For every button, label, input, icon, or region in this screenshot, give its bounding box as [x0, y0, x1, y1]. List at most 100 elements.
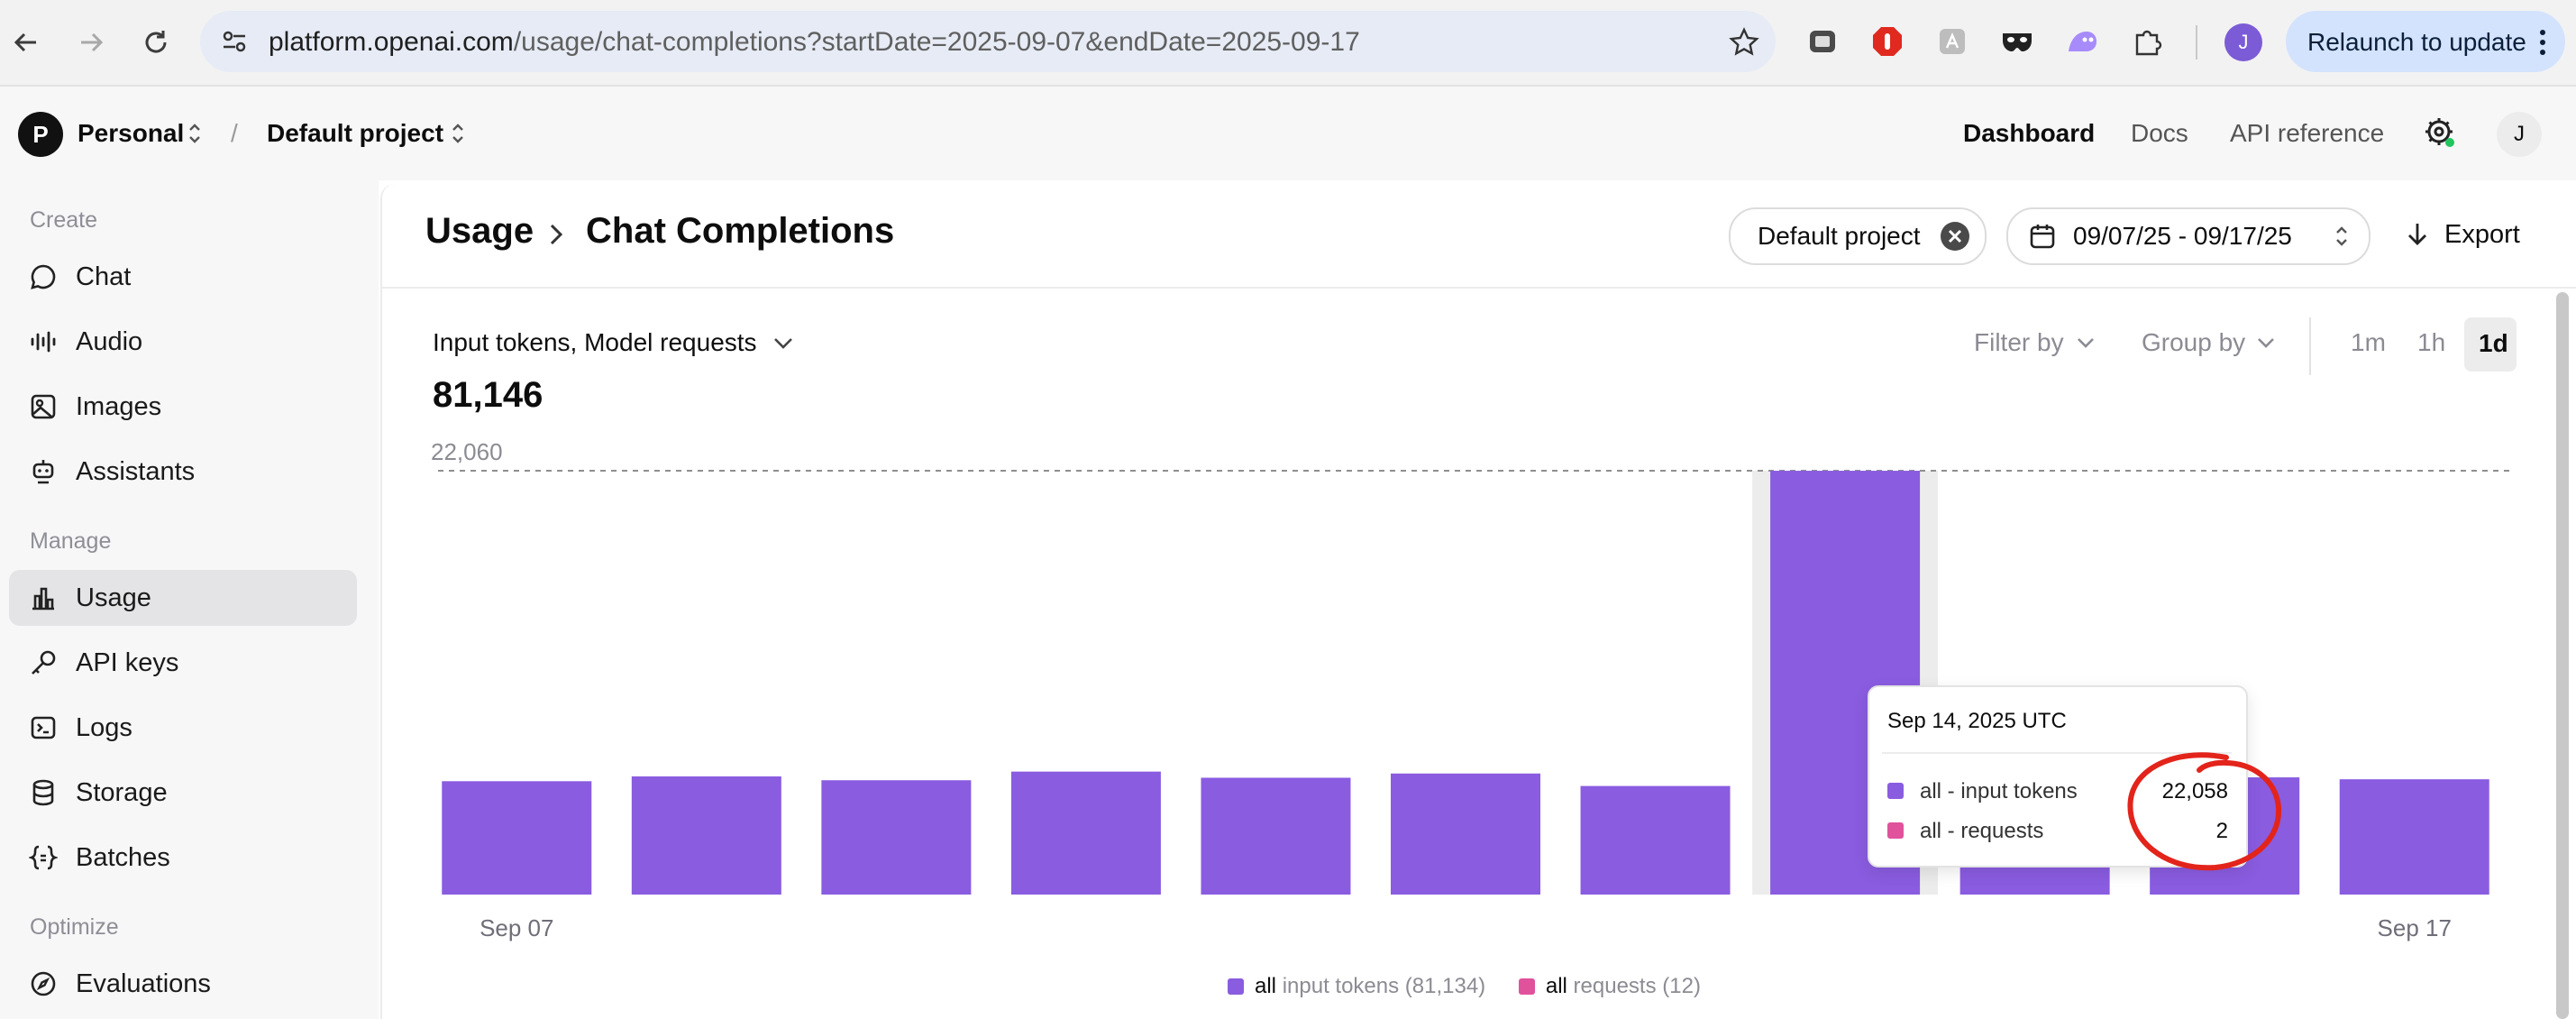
- site-info-icon[interactable]: [220, 27, 249, 56]
- org-switcher[interactable]: Personal: [78, 119, 184, 148]
- nav-api-reference[interactable]: API reference: [2230, 119, 2385, 147]
- extension-translate[interactable]: [1932, 22, 1972, 61]
- page-header: Usage Chat Completions Default project 0…: [382, 184, 2576, 289]
- chart-tooltip: Sep 14, 2025 UTC all - input tokens 22,0…: [1868, 685, 2248, 868]
- chart-bar[interactable]: [1010, 771, 1161, 895]
- date-range-picker[interactable]: 09/07/25 - 09/17/25: [2006, 207, 2370, 265]
- forward-button[interactable]: [70, 22, 112, 63]
- chart-legend: all input tokens (81,134) all requests (…: [1228, 974, 1701, 999]
- tooltip-row-value: 22,058: [2161, 779, 2228, 803]
- more-vertical-icon: [2540, 30, 2545, 55]
- extension-ghost[interactable]: [2062, 22, 2102, 61]
- sidebar-item-chat[interactable]: Chat: [9, 249, 357, 305]
- org-avatar[interactable]: P: [18, 112, 63, 157]
- extension-mask[interactable]: [1997, 22, 2037, 61]
- nav-docs[interactable]: Docs: [2131, 119, 2188, 147]
- sidebar-item-logs[interactable]: Logs: [9, 700, 357, 756]
- annotation-circle: [2127, 752, 2282, 871]
- sidebar-item-batches[interactable]: Batches: [9, 830, 357, 886]
- chart-bar[interactable]: [1201, 777, 1351, 895]
- nav-dashboard[interactable]: Dashboard: [1963, 119, 2096, 147]
- granularity-1d[interactable]: 1d: [2464, 317, 2517, 372]
- section-create: Create: [30, 207, 98, 233]
- bookmark-star-icon[interactable]: [1729, 27, 1759, 58]
- chevron-down-icon[interactable]: [773, 337, 793, 350]
- ghost-icon: [2069, 32, 2096, 51]
- profile-avatar[interactable]: J: [2224, 23, 2262, 61]
- chevron-right-icon: [550, 224, 563, 245]
- legend-swatch: [1228, 978, 1244, 995]
- sidebar-item-api-keys[interactable]: API keys: [9, 635, 357, 691]
- group-by-dropdown[interactable]: Group by: [2142, 328, 2245, 357]
- sidebar-item-label: API keys: [76, 648, 179, 677]
- main-scrollbar[interactable]: [2556, 292, 2569, 1019]
- extension-adblock[interactable]: [1868, 22, 1907, 61]
- project-filter-chip[interactable]: Default project: [1729, 207, 1987, 265]
- header-separator: /: [231, 119, 238, 147]
- granularity-1m[interactable]: 1m: [2351, 328, 2386, 356]
- chevron-updown-icon: [2336, 226, 2347, 246]
- address-bar[interactable]: platform.openai.com/usage/chat-completio…: [200, 11, 1776, 72]
- tooltip-row-value: 2: [2215, 819, 2228, 843]
- section-optimize: Optimize: [30, 914, 119, 940]
- toolbar-divider: [2196, 25, 2197, 60]
- sidebar-item-label: Assistants: [76, 457, 196, 486]
- reload-icon: [145, 31, 167, 53]
- sidebar-item-label: Storage: [76, 778, 168, 807]
- sidebar-item-images[interactable]: Images: [9, 379, 357, 435]
- sidebar: Create Chat Audio Images Assistants Mana…: [0, 180, 379, 1019]
- chevron-down-icon[interactable]: [2077, 337, 2095, 349]
- granularity-1h[interactable]: 1h: [2417, 328, 2446, 356]
- reload-button[interactable]: [135, 22, 177, 63]
- clear-filter-icon[interactable]: [1940, 221, 1970, 252]
- chart-bar[interactable]: [1391, 773, 1540, 895]
- legend-item-input-tokens[interactable]: all input tokens (81,134): [1228, 974, 1492, 998]
- chart-bar[interactable]: [442, 781, 592, 895]
- tooltip-row-label: all - requests: [1920, 819, 2044, 843]
- url-path: /usage/chat-completions?startDate=2025-0…: [513, 27, 1360, 57]
- sidebar-item-audio[interactable]: Audio: [9, 314, 357, 370]
- filter-by-dropdown[interactable]: Filter by: [1974, 328, 2064, 357]
- user-avatar[interactable]: J: [2497, 112, 2542, 157]
- x-axis-tick-label: Sep 07: [480, 914, 553, 941]
- sidebar-item-storage[interactable]: Storage: [9, 765, 357, 821]
- page-title: Chat Completions: [586, 211, 895, 251]
- sidebar-item-usage[interactable]: Usage: [9, 570, 357, 626]
- chevron-updown-icon[interactable]: [187, 121, 202, 146]
- extensions-button[interactable]: [2127, 22, 2167, 61]
- group-by-label: Group by: [2142, 328, 2246, 356]
- chevron-down-icon[interactable]: [2257, 337, 2275, 349]
- breadcrumb-usage[interactable]: Usage: [425, 211, 534, 252]
- legend-item-requests[interactable]: all requests (12): [1518, 974, 1701, 998]
- project-switcher[interactable]: Default project: [267, 119, 443, 148]
- settings-button[interactable]: [2423, 115, 2459, 156]
- arrow-right-icon: [81, 32, 104, 52]
- chart-bar[interactable]: [2339, 779, 2489, 895]
- sidebar-item-evaluations[interactable]: Evaluations: [9, 956, 357, 1012]
- sidebar-item-label: Batches: [76, 843, 170, 872]
- profile-initial: J: [2238, 31, 2249, 53]
- x-axis-tick-label: Sep 17: [2378, 914, 2452, 941]
- chart-bar[interactable]: [821, 780, 972, 895]
- chart-bar[interactable]: [1580, 785, 1731, 895]
- image-icon: [31, 394, 56, 419]
- extension-tab-manager[interactable]: [1803, 22, 1842, 61]
- chevron-updown-icon[interactable]: [451, 121, 465, 146]
- legend-key: all: [1255, 974, 1277, 998]
- sidebar-item-assistants[interactable]: Assistants: [9, 444, 357, 500]
- url-host: platform.openai.com: [269, 27, 514, 57]
- org-name: Personal: [78, 119, 185, 147]
- tooltip-divider: [1882, 752, 2232, 754]
- database-icon: [32, 779, 54, 806]
- export-label: Export: [2444, 220, 2520, 249]
- relaunch-button[interactable]: Relaunch to update: [2286, 11, 2565, 72]
- key-icon: [32, 650, 56, 675]
- chart-bar[interactable]: [631, 776, 781, 895]
- export-button[interactable]: Export: [2405, 207, 2540, 262]
- date-range-label: 09/07/25 - 09/17/25: [2073, 222, 2292, 250]
- braces-icon: [29, 845, 58, 870]
- back-button[interactable]: [5, 22, 47, 63]
- metric-selector[interactable]: Input tokens, Model requests: [433, 328, 757, 357]
- translate-icon: [1940, 29, 1965, 54]
- granularity-1d-label: 1d: [2479, 329, 2508, 357]
